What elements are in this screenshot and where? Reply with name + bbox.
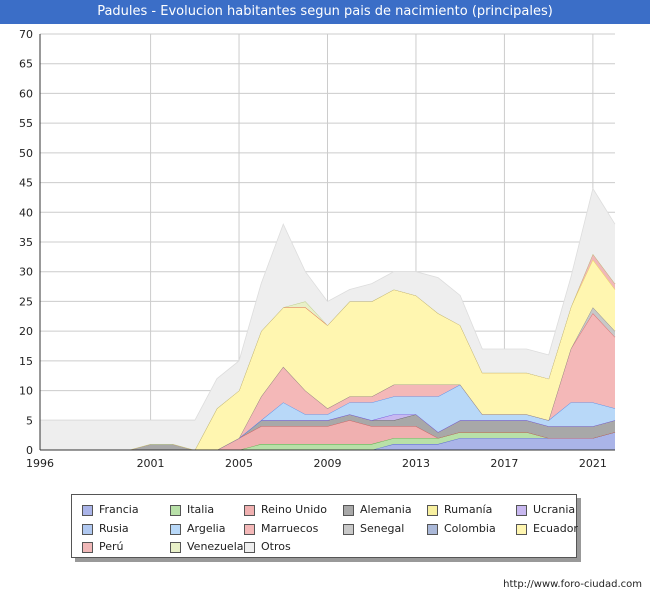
source-credit: http://www.foro-ciudad.com (503, 579, 642, 590)
area-reino-unido (40, 420, 615, 450)
x-tick-label: 2013 (402, 457, 430, 470)
legend-label: Reino Unido (261, 503, 327, 516)
y-tick-label: 30 (19, 266, 33, 279)
area-argelia (40, 384, 615, 450)
title-bar (0, 0, 650, 24)
legend-label: Francia (99, 503, 139, 516)
area-francia (40, 432, 615, 450)
legend-label: Rusia (99, 522, 129, 535)
area-ecuador (40, 259, 615, 450)
area-otros (40, 188, 615, 450)
legend-swatch (516, 524, 527, 535)
area-italia (40, 432, 615, 450)
y-tick-label: 70 (19, 28, 33, 41)
y-tick-label: 55 (19, 117, 33, 130)
legend-swatch (82, 524, 93, 535)
legend-swatch (427, 524, 438, 535)
legend-label: Senegal (360, 522, 405, 535)
y-tick-label: 10 (19, 385, 33, 398)
legend-swatch (170, 524, 181, 535)
legend-swatch (170, 505, 181, 516)
legend-label: Italia (187, 503, 215, 516)
chart-title: Padules - Evolucion habitantes segun pai… (97, 4, 553, 19)
y-tick-label: 15 (19, 355, 33, 368)
legend-label: Marruecos (261, 522, 319, 535)
legend-swatch (343, 524, 354, 535)
legend-swatch (170, 542, 181, 553)
x-tick-label: 2005 (225, 457, 253, 470)
legend-label: Ucrania (533, 503, 576, 516)
legend-swatch (82, 505, 93, 516)
y-tick-label: 60 (19, 87, 33, 100)
legend-swatch (516, 505, 527, 516)
legend-swatch (343, 505, 354, 516)
y-tick-label: 40 (19, 206, 33, 219)
y-tick-label: 0 (26, 444, 33, 457)
x-tick-label: 2021 (579, 457, 607, 470)
legend-label: Perú (99, 540, 124, 553)
legend-label: Ecuador (533, 522, 578, 535)
legend-label: Argelia (187, 522, 226, 535)
axis-layer: 0 5 10 15 20 25 30 35 40 45 50 55 60 65 70 1996 2001 2005… (19, 28, 615, 470)
x-tick-label: 2009 (314, 457, 342, 470)
legend-label: Alemania (360, 503, 412, 516)
legend-label: Venezuela (187, 540, 244, 553)
x-tick-label: 1996 (26, 457, 54, 470)
legend-label: Otros (261, 540, 291, 553)
x-tick-label: 2001 (137, 457, 165, 470)
legend-label: Colombia (444, 522, 496, 535)
legend-swatch (82, 542, 93, 553)
legend-swatch (427, 505, 438, 516)
legend-label: Rumanía (444, 503, 493, 516)
legend-swatch (244, 524, 255, 535)
x-tick-label: 2017 (490, 457, 518, 470)
legend-swatch (244, 505, 255, 516)
y-tick-label: 20 (19, 325, 33, 338)
chart-legend: Francia Italia Reino Unido Alemania Rumanía U… (71, 494, 578, 558)
area-alemania (40, 414, 615, 450)
y-tick-label: 50 (19, 147, 33, 160)
area-layer (40, 187, 616, 451)
chart-plot: 0 5 10 15 20 25 30 35 40 45 50 55 60 65 70 1996 2001 2005… (19, 28, 616, 470)
legend-swatch (244, 542, 255, 553)
y-tick-label: 5 (26, 414, 33, 427)
y-tick-label: 35 (19, 236, 33, 249)
y-tick-label: 45 (19, 177, 33, 190)
y-tick-label: 25 (19, 295, 33, 308)
line-otros (40, 187, 616, 421)
y-tick-label: 65 (19, 58, 33, 71)
